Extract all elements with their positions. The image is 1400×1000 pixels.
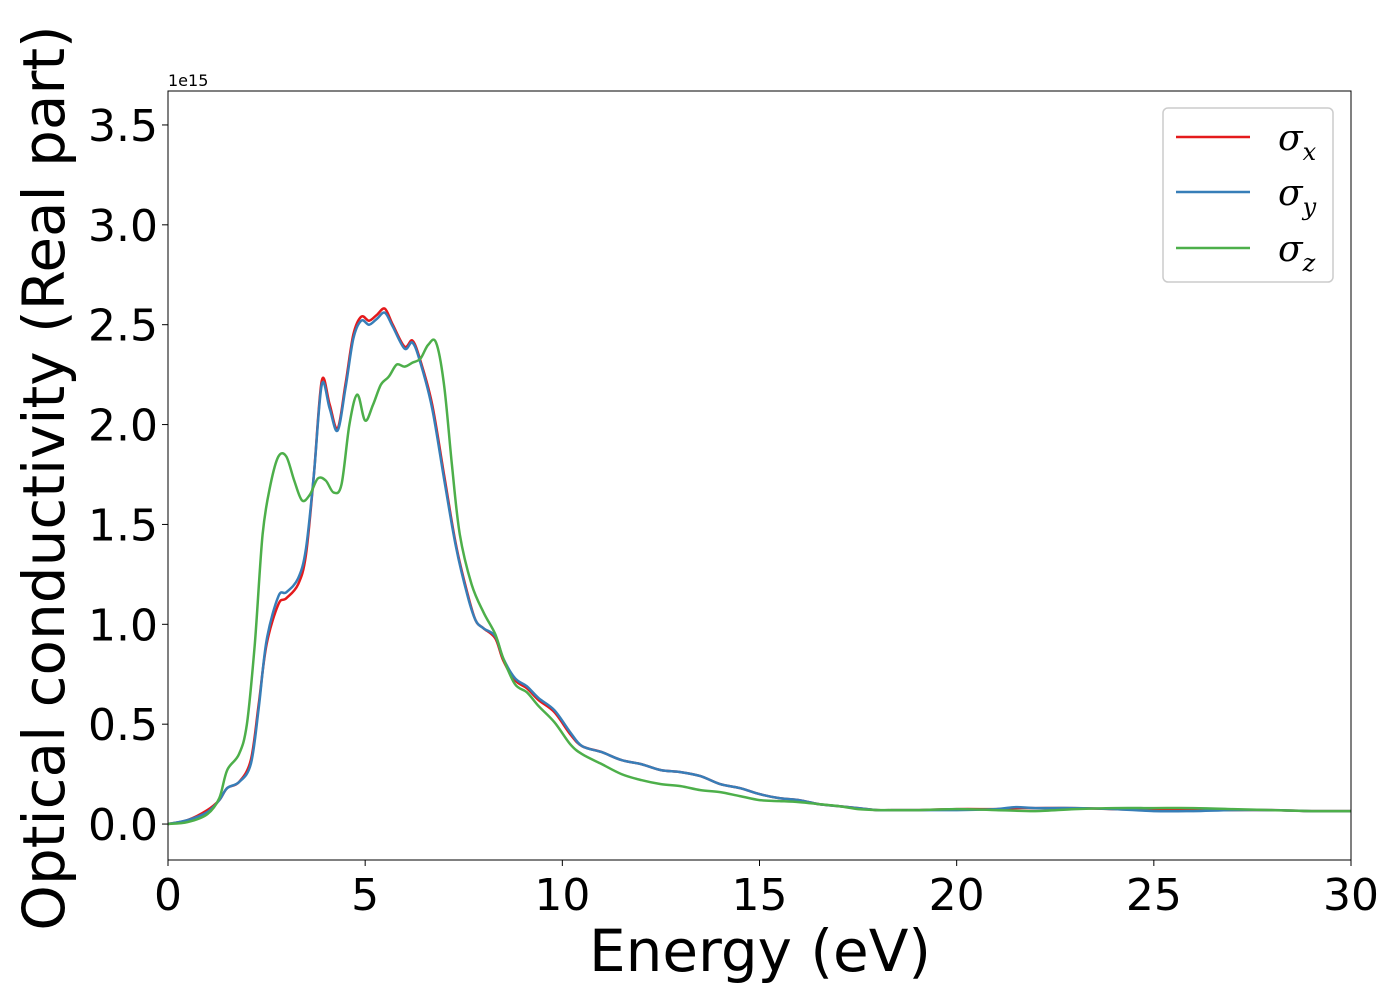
legend-label-sub: x xyxy=(1303,138,1317,166)
legend-label-z: σz xyxy=(1278,229,1316,277)
y-tick-label: 0.5 xyxy=(88,700,158,751)
y-offset-label: 1e15 xyxy=(168,71,208,90)
y-tick-label: 0.0 xyxy=(88,800,158,851)
x-axis-title: Energy (eV) xyxy=(589,917,931,985)
legend-label-sub: y xyxy=(1302,193,1317,221)
axes-layer: 0 5 10 15 20 25 30 0.0 0.5 1.0 1.5 2.0 2.5 3.0 3.5 xyxy=(88,90,1379,921)
x-tick-label: 25 xyxy=(1126,870,1182,921)
legend-label-base: σ xyxy=(1278,229,1304,270)
x-tick-label: 20 xyxy=(929,870,985,921)
legend-label-base: σ xyxy=(1278,118,1304,159)
y-tick-label: 3.0 xyxy=(88,201,158,252)
x-tick-label: 30 xyxy=(1323,870,1379,921)
legend-label-y: σy xyxy=(1278,173,1317,221)
legend-label-x: σx xyxy=(1278,118,1317,166)
y-tick-label: 2.0 xyxy=(88,401,158,452)
y-tick-label: 2.5 xyxy=(88,301,158,352)
y-tick-label: 1.5 xyxy=(88,500,158,551)
legend-frame xyxy=(1162,107,1334,283)
y-axis-title: Optical conductivity (Real part) xyxy=(10,25,78,930)
y-tick-label: 3.5 xyxy=(88,101,158,152)
y-tick-label: 1.0 xyxy=(88,600,158,651)
legend-label-sub: z xyxy=(1302,249,1316,277)
x-tick-label: 0 xyxy=(154,870,182,921)
x-tick-label: 5 xyxy=(351,870,379,921)
x-tick-label: 10 xyxy=(534,870,590,921)
series-layer xyxy=(167,307,1352,826)
x-tick-label: 15 xyxy=(732,870,788,921)
legend-label-base: σ xyxy=(1278,173,1304,214)
series-line-z xyxy=(167,338,1352,826)
